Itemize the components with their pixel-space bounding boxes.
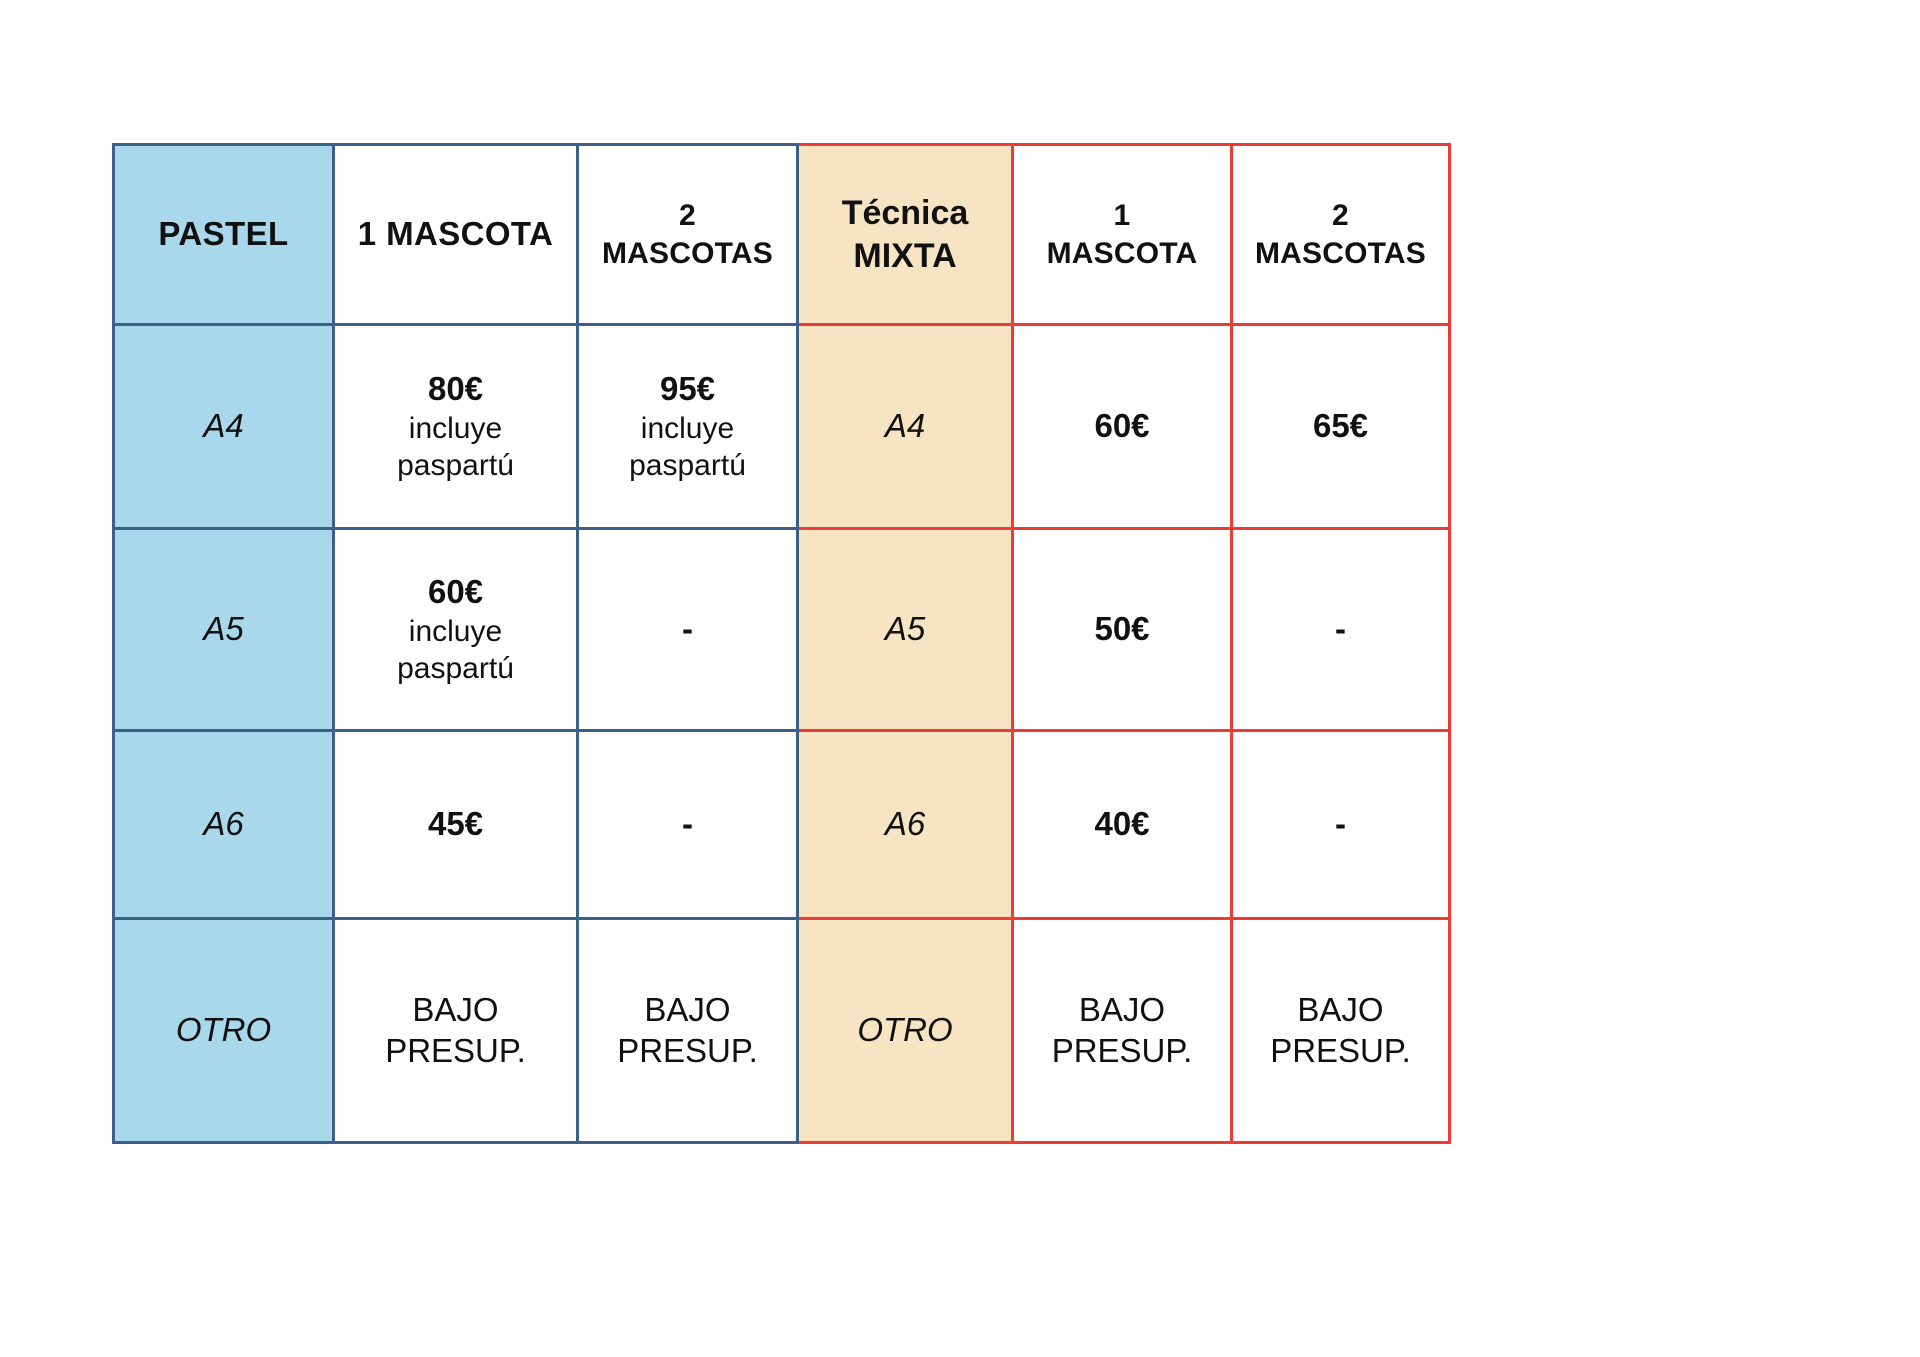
cell-mixta-two-pets: BAJO PRESUP. [1230,917,1451,1144]
mixta-one-pet-note-line1: PRESUP. [1051,1031,1193,1069]
mixta-two-pets-price: - [1335,805,1346,843]
mixta-size-label: OTRO [857,1011,953,1049]
cell-pastel-one-pet: 45€ [332,729,579,920]
pastel-one-pet-note-line1: PRESUP. [385,1031,526,1069]
row-mixta-size: A6 [796,729,1014,920]
table-row: OTRO BAJO PRESUP. BAJO PRESUP. OTRO BAJO… [112,917,1451,1144]
header-mixta-one-pet: 1 MASCOTA [1011,143,1233,326]
cell-mixta-two-pets: 65€ [1230,323,1451,530]
mixta-one-pet-price: 50€ [1094,610,1150,648]
pastel-two-pets-price: - [682,610,693,648]
cell-mixta-two-pets: - [1230,729,1451,920]
header-pastel-one-pet: 1 MASCOTA [332,143,579,326]
pastel-size-label: OTRO [175,1011,272,1049]
header-mixta: Técnica MIXTA [796,143,1014,326]
cell-mixta-one-pet: 40€ [1011,729,1233,920]
cell-pastel-two-pets: BAJO PRESUP. [576,917,799,1144]
row-mixta-size: OTRO [796,917,1014,1144]
mixta-one-pet-price: 60€ [1094,407,1150,445]
pastel-one-pet-note-line1: incluye [408,411,503,445]
pastel-size-label: A6 [203,805,244,843]
header-pastel-two-pets-label: MASCOTAS [601,236,774,270]
mixta-size-label: A6 [884,805,926,843]
pastel-one-pet-note-line2: paspartú [397,448,514,482]
price-table-container: PASTEL 1 MASCOTA 2 MASCOTAS Técnica MIXT… [112,143,1451,1144]
header-pastel-label: PASTEL [158,215,289,253]
row-mixta-size: A4 [796,323,1014,530]
cell-mixta-one-pet: 60€ [1011,323,1233,530]
header-pastel-two-pets: 2 MASCOTAS [576,143,799,326]
pastel-two-pets-price: 95€ [659,369,716,407]
pastel-one-pet-note-line2: paspartú [397,651,514,685]
cell-mixta-one-pet: 50€ [1011,527,1233,732]
mixta-size-label: A5 [884,610,926,648]
mixta-two-pets-price: - [1335,610,1346,648]
mixta-two-pets-note-line1: PRESUP. [1270,1031,1411,1069]
header-mixta-two-pets-label: MASCOTAS [1254,236,1427,270]
cell-pastel-one-pet: 80€ incluye paspartú [332,323,579,530]
pastel-one-pet-price: 60€ [427,572,484,610]
row-pastel-size: A5 [112,527,335,732]
header-pastel-one-pet-label: 1 MASCOTA [357,215,554,253]
header-mixta-label-line2: MIXTA [853,236,957,275]
cell-mixta-one-pet: BAJO PRESUP. [1011,917,1233,1144]
mixta-one-pet-price: 40€ [1094,805,1150,843]
pastel-two-pets-note-line2: paspartú [629,448,746,482]
row-mixta-size: A5 [796,527,1014,732]
header-mixta-one-pet-label: MASCOTA [1046,236,1198,270]
pastel-one-pet-note-line1: incluye [408,614,503,648]
cell-pastel-two-pets: - [576,527,799,732]
mixta-two-pets-price: 65€ [1312,407,1369,445]
cell-pastel-two-pets: - [576,729,799,920]
table-row: A6 45€ - A6 40€ - [112,729,1451,920]
mixta-one-pet-price: BAJO [1078,990,1166,1028]
header-mixta-two-pets-count: 2 [1332,199,1349,233]
row-pastel-size: A4 [112,323,335,530]
pastel-size-label: A5 [203,610,244,648]
cell-pastel-one-pet: 60€ incluye paspartú [332,527,579,732]
cell-mixta-two-pets: - [1230,527,1451,732]
table-row: A4 80€ incluye paspartú 95€ incluye pasp… [112,323,1451,530]
pricing-table: PASTEL 1 MASCOTA 2 MASCOTAS Técnica MIXT… [112,143,1451,1144]
header-pastel: PASTEL [112,143,335,326]
row-pastel-size: A6 [112,729,335,920]
cell-pastel-one-pet: BAJO PRESUP. [332,917,579,1144]
cell-pastel-two-pets: 95€ incluye paspartú [576,323,799,530]
table-header-row: PASTEL 1 MASCOTA 2 MASCOTAS Técnica MIXT… [112,143,1451,326]
pastel-two-pets-price: - [682,805,693,843]
header-mixta-one-pet-count: 1 [1113,199,1131,233]
pastel-one-pet-price: 45€ [427,805,484,843]
pastel-two-pets-price: BAJO [644,990,731,1028]
pastel-two-pets-note-line1: incluye [640,411,735,445]
header-pastel-two-pets-count: 2 [679,199,696,233]
table-row: A5 60€ incluye paspartú - A5 50€ - [112,527,1451,732]
pastel-two-pets-note-line1: PRESUP. [617,1031,758,1069]
row-pastel-size: OTRO [112,917,335,1144]
header-mixta-label-line1: Técnica [841,194,969,233]
pastel-one-pet-price: BAJO [412,990,499,1028]
header-mixta-two-pets: 2 MASCOTAS [1230,143,1451,326]
pastel-size-label: A4 [203,407,244,445]
mixta-two-pets-price: BAJO [1297,990,1384,1028]
pastel-one-pet-price: 80€ [427,369,484,407]
mixta-size-label: A4 [884,407,926,445]
